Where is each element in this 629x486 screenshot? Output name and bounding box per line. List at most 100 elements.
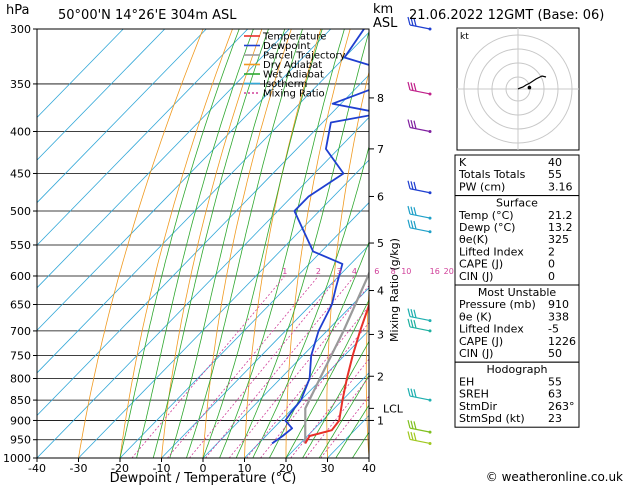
dry-adiabat xyxy=(579,29,618,458)
dry-adiabat xyxy=(78,29,204,458)
index-label: CIN (J) xyxy=(459,270,493,283)
temp-tick-label: -40 xyxy=(28,462,46,475)
pressure-tick-label: 550 xyxy=(10,239,31,252)
index-label: EH xyxy=(459,375,474,388)
mixing-ratio-label: 6 xyxy=(374,267,379,276)
index-value: -5 xyxy=(548,323,559,336)
legend-label: Isotherm xyxy=(263,79,307,90)
temp-tick-label: -10 xyxy=(153,462,171,475)
index-label: CIN (J) xyxy=(459,347,493,360)
mixing-ratio-line xyxy=(246,305,369,458)
index-value: 55 xyxy=(548,375,562,388)
index-box-title: Most Unstable xyxy=(478,286,557,299)
altitude-tick-label: 7 xyxy=(377,143,384,156)
hodograph-trace xyxy=(517,75,547,90)
index-label: Temp (°C) xyxy=(458,209,514,222)
index-box-title: Hodograph xyxy=(487,363,548,376)
index-value: 40 xyxy=(548,156,562,169)
mixing-ratio-label: 10 xyxy=(401,267,411,276)
pressure-tick-label: 350 xyxy=(10,78,31,91)
wind-barb xyxy=(407,205,432,220)
index-value: 0 xyxy=(548,270,555,283)
wind-barb xyxy=(407,81,432,96)
mixing-ratio-label: 4 xyxy=(352,267,357,276)
pressure-tick-label: 950 xyxy=(10,434,31,447)
wet-adiabat xyxy=(235,30,369,458)
hpa-label: hPa xyxy=(6,3,29,18)
index-label: Lifted Index xyxy=(459,323,524,336)
pressure-tick-label: 900 xyxy=(10,414,31,427)
wind-barb xyxy=(407,318,432,333)
isotherm xyxy=(285,372,369,458)
wet-adiabat xyxy=(285,298,369,458)
isotherm xyxy=(37,29,207,204)
isotherm xyxy=(37,29,124,119)
isotherm xyxy=(202,287,369,458)
location-title: 50°00'N 14°26'E 304m ASL xyxy=(58,8,237,23)
isotherm xyxy=(37,29,249,246)
altitude-tick-label: 3 xyxy=(377,328,384,341)
index-label: K xyxy=(459,156,467,169)
dry-adiabat xyxy=(161,29,263,458)
isotherm xyxy=(37,74,369,417)
isotherm xyxy=(37,29,166,161)
wind-barb xyxy=(407,219,432,234)
pressure-tick-label: 800 xyxy=(10,372,31,385)
mixing-ratio-line xyxy=(290,358,369,458)
isotherm xyxy=(244,329,369,458)
wind-barb xyxy=(407,419,432,434)
wet-adiabat xyxy=(136,29,254,458)
index-label: Totals Totals xyxy=(458,168,526,181)
pressure-tick-label: 1000 xyxy=(3,452,31,465)
isotherm xyxy=(78,159,369,458)
index-value: 338 xyxy=(548,310,569,323)
legend-label: Wet Adiabat xyxy=(263,70,324,81)
isotherm xyxy=(37,29,290,289)
indices-table: K 40 Totals Totals 55 PW (cm) 3.16 SurfaceTemp… xyxy=(454,154,580,428)
pressure-tick-label: 400 xyxy=(10,126,31,139)
index-label: PW (cm) xyxy=(459,180,505,193)
parcel-trajectory xyxy=(304,270,369,444)
index-value: 13.2 xyxy=(548,221,573,234)
altitude-tick-label: 6 xyxy=(377,190,384,203)
pressure-tick-label: 600 xyxy=(10,270,31,283)
index-box xyxy=(454,361,580,428)
index-label: StmDir xyxy=(459,400,498,413)
temp-tick-label: 10 xyxy=(238,462,252,475)
temp-tick-label: 20 xyxy=(279,462,293,475)
index-value: 3.16 xyxy=(548,180,573,193)
dry-adiabat xyxy=(202,29,292,458)
legend-label: Mixing Ratio xyxy=(263,89,325,100)
mixing-ratio-label: 16 xyxy=(430,267,440,276)
wind-barb xyxy=(407,16,432,31)
pressure-tick-label: 850 xyxy=(10,394,31,407)
wet-adiabat xyxy=(119,29,240,458)
wet-adiabat xyxy=(152,29,269,458)
legend-label: Dry Adiabat xyxy=(263,60,322,71)
altitude-tick-label: 1 xyxy=(377,414,384,427)
altitude-tick-label: 2 xyxy=(377,370,384,383)
index-label: Lifted Index xyxy=(459,245,524,258)
wet-adiabat xyxy=(219,29,345,458)
legend-label: Temperature xyxy=(262,32,326,43)
hodograph: kt xyxy=(456,27,580,151)
mixing-ratio-axis-label: Mixing Ratio (g/kg) xyxy=(388,238,401,342)
wet-adiabat xyxy=(335,404,369,458)
index-box-title: Surface xyxy=(496,197,538,210)
index-value: 23 xyxy=(548,412,562,425)
index-label: CAPE (J) xyxy=(459,258,503,271)
wet-adiabat xyxy=(318,374,369,458)
wind-barb xyxy=(407,308,432,323)
index-value: 63 xyxy=(548,388,562,401)
isotherm xyxy=(37,29,332,331)
dry-adiabat xyxy=(365,284,369,458)
isotherm xyxy=(37,116,369,458)
datetime-title: 21.06.2022 12GMT (Base: 06) xyxy=(409,8,604,23)
index-label: Pressure (mb) xyxy=(459,298,536,311)
index-label: Dewp (°C) xyxy=(459,221,515,234)
hodograph-unit: kt xyxy=(460,32,469,42)
index-value: 2 xyxy=(548,245,555,258)
pressure-tick-label: 750 xyxy=(10,349,31,362)
index-value: 325 xyxy=(548,233,569,246)
